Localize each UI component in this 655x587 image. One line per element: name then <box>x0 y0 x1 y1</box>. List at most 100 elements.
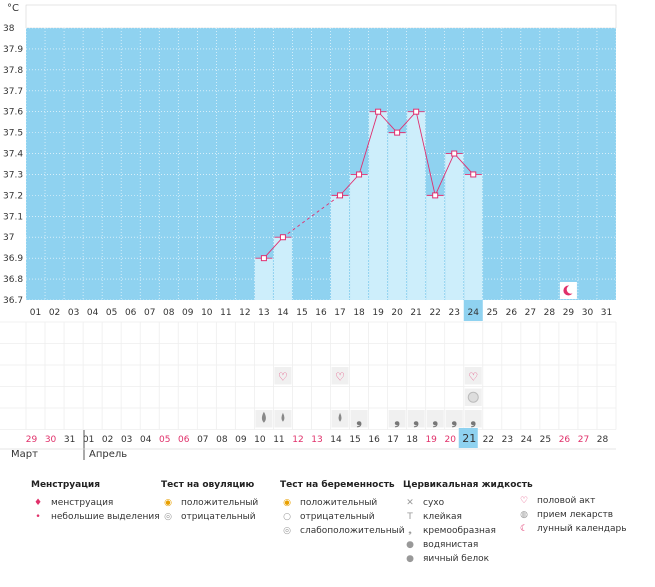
legend-label: менструация <box>51 498 114 508</box>
temperature-bar <box>273 237 292 300</box>
x-tick-label: 25 <box>487 308 498 318</box>
x-tick-label: 11 <box>220 308 231 318</box>
y-tick-label: 37.4 <box>3 150 23 160</box>
x-tick-label: 19 <box>372 308 384 318</box>
x-tick-label: 05 <box>106 308 117 318</box>
temperature-point <box>394 129 401 136</box>
creamy-icon: ❟ <box>394 412 400 428</box>
temperature-bar <box>464 174 483 300</box>
x-tick-label: 07 <box>144 308 155 318</box>
month-label-first: Март <box>11 449 38 460</box>
calendar-date: 25 <box>540 435 551 445</box>
calendar-date: 27 <box>578 435 589 445</box>
x-tick-label: 14 <box>277 308 289 318</box>
x-tick-label: 02 <box>49 308 60 318</box>
weak-positive-icon: ◎ <box>283 526 291 536</box>
x-tick-label: 17 <box>334 308 345 318</box>
temperature-bar <box>331 195 350 300</box>
calendar-date: 21 <box>462 432 476 445</box>
temperature-line-segment <box>377 111 398 133</box>
moon-icon: ☾ <box>519 524 529 534</box>
fluid-cell <box>445 410 463 428</box>
x-tick-label: 26 <box>506 308 518 318</box>
temperature-bar <box>426 195 445 300</box>
watery-icon <box>261 411 266 423</box>
calendar-date: 01 <box>83 435 94 445</box>
x-tick-label: 31 <box>601 308 612 318</box>
y-tick-label: 37.3 <box>3 170 23 180</box>
heart-cell <box>274 367 292 385</box>
calendar-date: 05 <box>159 435 170 445</box>
temperature-bar <box>254 258 273 300</box>
chart-top-area <box>25 4 617 29</box>
temperature-point <box>279 234 286 241</box>
legend-title: Тест на овуляцию <box>161 480 255 490</box>
legend-label: слабоположительный <box>300 526 405 536</box>
moon-icon-cutout <box>566 285 576 294</box>
x-tick-label: 29 <box>563 308 575 318</box>
calendar-date: 03 <box>121 435 132 445</box>
creamy-icon: ❟ <box>413 412 419 428</box>
y-tick-label: 36.8 <box>3 275 23 285</box>
y-tick-label: 37.5 <box>3 129 23 139</box>
calendar-date: 04 <box>140 435 152 445</box>
calendar-date: 11 <box>273 435 284 445</box>
temperature-line-segment <box>434 153 455 196</box>
temperature-point <box>470 171 477 178</box>
y-tick-label: 36.9 <box>3 254 23 264</box>
y-tick-label: 37.9 <box>3 45 23 55</box>
calendar-date: 10 <box>254 435 266 445</box>
legend-label: отрицательный <box>181 512 256 522</box>
calendar-date: 29 <box>26 435 38 445</box>
heart-icon: ♡ <box>278 371 288 384</box>
y-tick-label: 37.2 <box>3 191 23 201</box>
legend-label: половой акт <box>537 496 596 506</box>
positive-icon: ◉ <box>164 498 172 508</box>
legend-title: Менструация <box>31 480 100 490</box>
legend-title: Тест на беременность <box>280 480 395 490</box>
y-tick-label: 37.7 <box>3 87 23 97</box>
legend-label: водянистая <box>423 540 479 550</box>
x-tick-label: 24 <box>468 308 480 318</box>
calendar-date: 30 <box>45 435 57 445</box>
calendar-date: 23 <box>502 435 513 445</box>
heart-icon: ♡ <box>335 371 345 384</box>
creamy-icon: ❟ <box>356 412 362 428</box>
temperature-line-segment <box>453 153 474 175</box>
negative-icon: ◎ <box>164 512 172 522</box>
calendar-date: 28 <box>597 435 609 445</box>
heart-cell <box>464 367 482 385</box>
x-tick-label: 16 <box>315 308 327 318</box>
temperature-bar <box>350 174 369 300</box>
fluid-cell <box>407 410 425 428</box>
x-tick-label: 21 <box>410 308 421 318</box>
watery-icon: ● <box>406 540 414 550</box>
legend-label: кремообразная <box>423 526 496 536</box>
calendar-date: 02 <box>102 435 113 445</box>
negative-icon: ○ <box>283 512 291 522</box>
calendar-date: 09 <box>235 435 247 445</box>
x-tick-label: 20 <box>391 308 403 318</box>
x-tick-label: 27 <box>525 308 536 318</box>
temperature-point <box>337 192 344 199</box>
fluid-cell <box>426 410 444 428</box>
legend-ovulation: Тест на овуляцию ◉ положительный ◎ отрицат… <box>161 480 258 524</box>
drop-icon <box>281 412 285 422</box>
y-tick-label: 37.6 <box>3 108 23 118</box>
bbt-chart: 38 37.9 37.8 37.7 37.6 37.5 37.4 37.3 37.2 37.1 37… <box>0 3 617 460</box>
temperature-point <box>432 192 439 199</box>
x-tick-label: 22 <box>429 308 440 318</box>
creamy-icon: ❟ <box>451 412 457 428</box>
creamy-icon: ❟ <box>432 412 438 428</box>
today-highlight <box>463 300 483 321</box>
legend-label: яичный белок <box>423 554 490 564</box>
y-tick-label: 37 <box>3 233 14 243</box>
calendar-date: 31 <box>64 435 75 445</box>
calendar-date: 13 <box>311 435 322 445</box>
legend-pregnancy: Тест на беременность ◉ положительный ○ отр… <box>280 480 405 538</box>
legend-label: положительный <box>181 498 259 508</box>
temperature-point <box>451 150 458 157</box>
legend-title: Цервикальная жидкость <box>403 480 533 490</box>
calendar-date: 19 <box>425 435 437 445</box>
legend-label: сухо <box>423 498 445 508</box>
